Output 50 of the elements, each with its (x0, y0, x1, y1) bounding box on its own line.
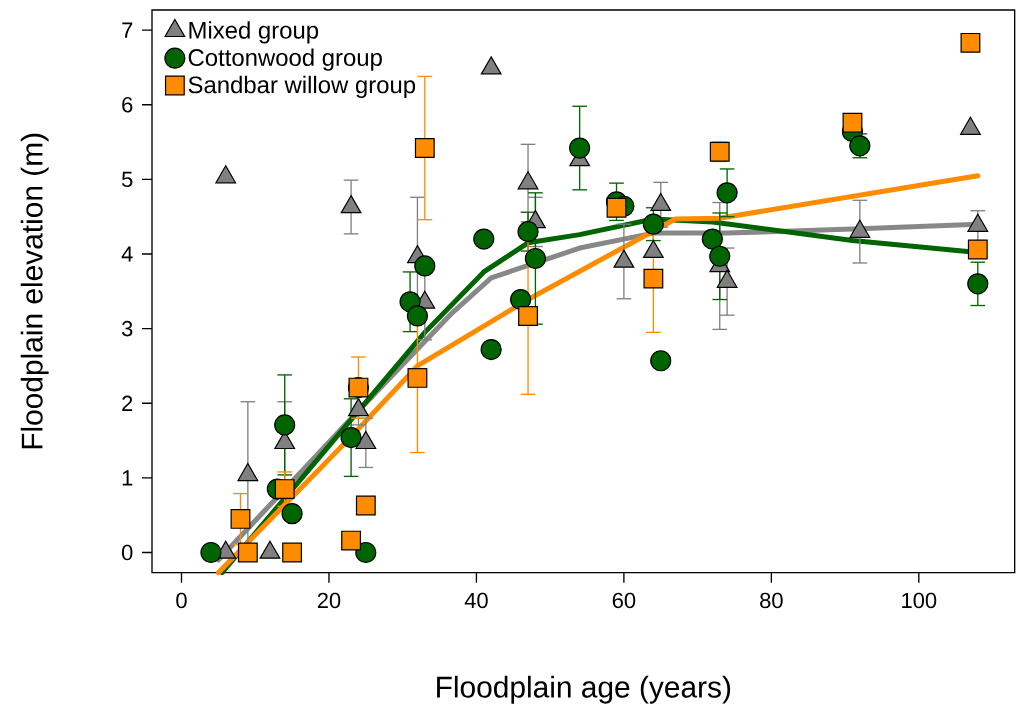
point (281, 503, 303, 525)
point (967, 273, 989, 295)
y-tick-label: 0 (121, 544, 133, 561)
legend-label: Sandbar willow group (188, 75, 416, 99)
y-axis-title: Floodplain elevation (m) (20, 133, 49, 449)
point (701, 228, 723, 250)
point (967, 239, 988, 260)
point (282, 542, 303, 563)
y-tick-label: 7 (122, 22, 133, 38)
x-tick-label: 40 (464, 592, 488, 609)
y-tick-label: 5 (121, 171, 133, 188)
point (274, 414, 296, 436)
point (606, 197, 627, 218)
y-tick-label: 1 (122, 470, 133, 486)
y-tick-label: 4 (121, 246, 133, 262)
y-tick-label: 6 (122, 97, 133, 113)
point (414, 255, 436, 277)
y-tick-label: 3 (121, 320, 133, 337)
point (406, 305, 429, 327)
point (355, 495, 376, 516)
x-tick-label: 0 (176, 592, 187, 609)
point (237, 542, 258, 563)
point (407, 367, 428, 388)
point (716, 182, 738, 204)
point (473, 228, 495, 250)
x-tick-label: 80 (760, 592, 783, 609)
point (355, 541, 377, 564)
x-tick-label: 20 (317, 592, 341, 609)
point (518, 306, 538, 326)
point (642, 213, 664, 235)
y-tick-label: 2 (122, 395, 133, 411)
point (274, 479, 295, 500)
point (200, 541, 222, 564)
x-tick-label: 100 (902, 592, 937, 609)
point (480, 338, 502, 361)
point (643, 268, 664, 289)
point (569, 137, 591, 159)
point (341, 530, 362, 551)
point (960, 32, 981, 53)
point (340, 426, 362, 449)
x-tick-label: 60 (612, 592, 636, 609)
legend-label: Cottonwood group (188, 48, 382, 71)
point (650, 350, 672, 372)
legend-label: Mixed group (189, 21, 319, 44)
point (842, 112, 863, 133)
point (230, 509, 251, 529)
point (709, 245, 731, 267)
point (414, 138, 435, 158)
point (524, 247, 547, 270)
x-axis-title: Floodplain age (years) (437, 675, 731, 704)
